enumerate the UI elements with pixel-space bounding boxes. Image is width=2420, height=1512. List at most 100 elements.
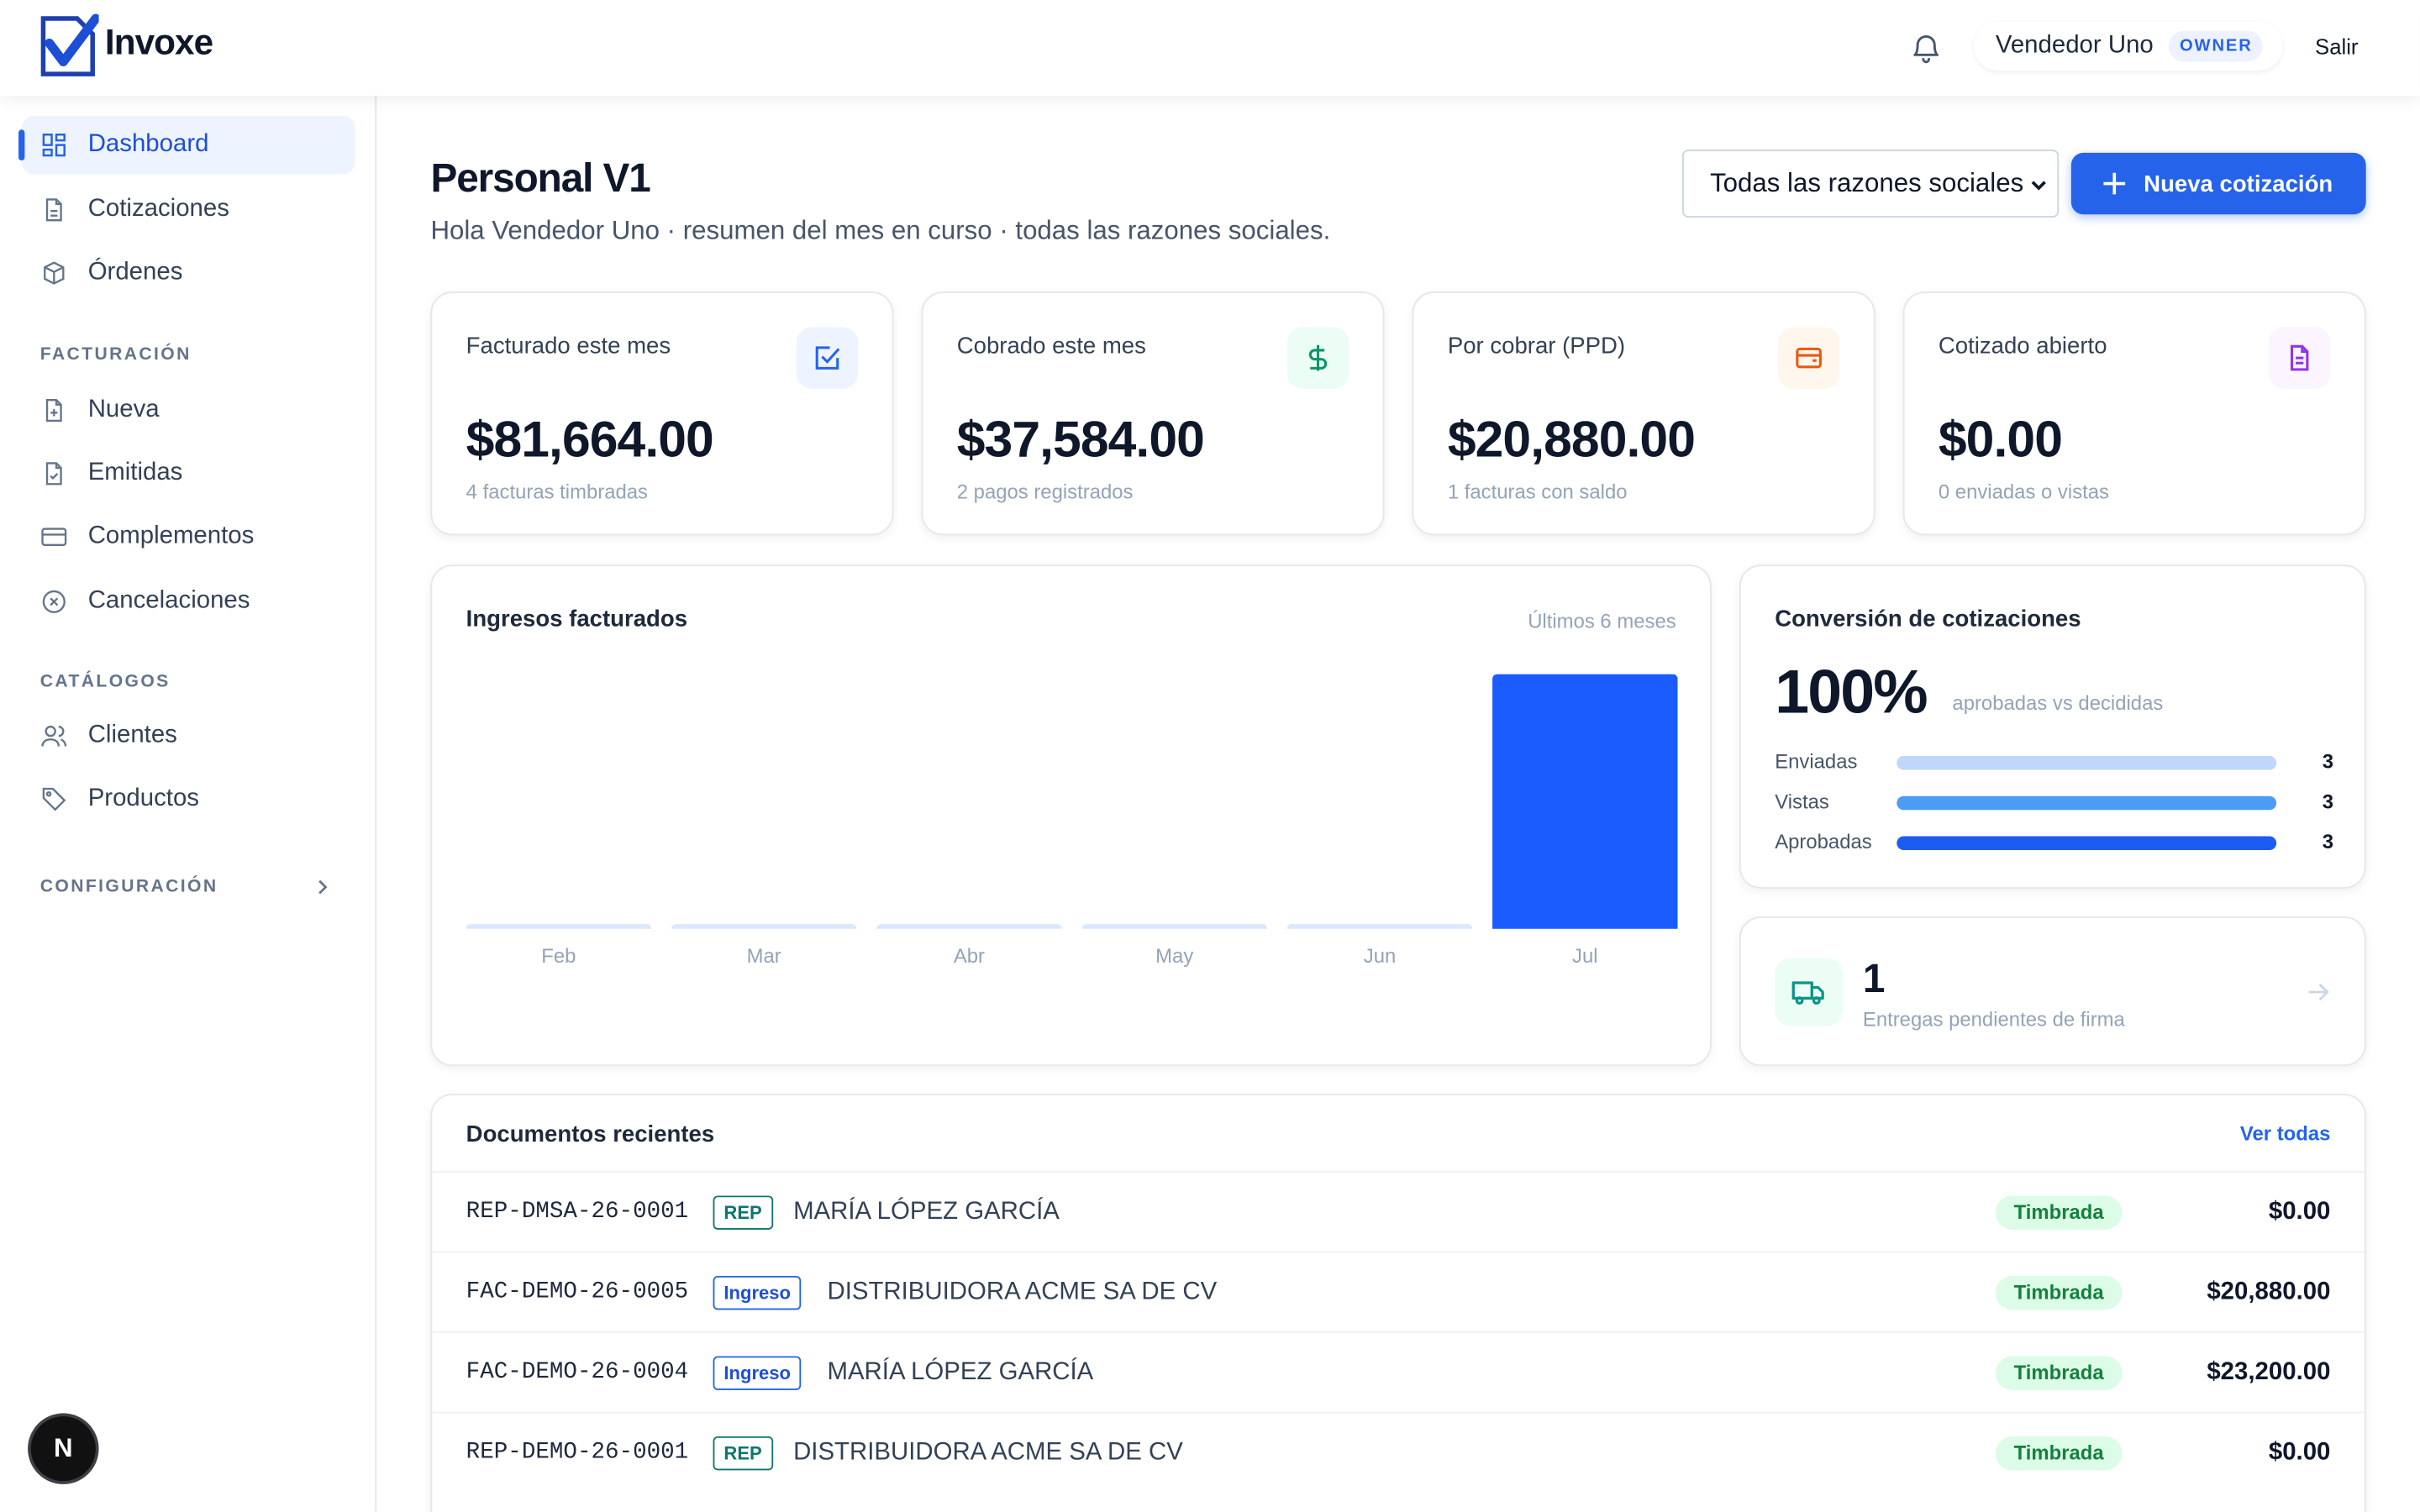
revenue-period: Últimos 6 meses: [1528, 609, 1676, 633]
logo-icon[interactable]: [37, 13, 99, 81]
sidebar: Dashboard Cotizaciones Órdenes FACTURACI…: [0, 95, 377, 1512]
conversion-track: [1897, 755, 2277, 770]
document-client: MARÍA LÓPEZ GARCÍA: [827, 1358, 1094, 1385]
chevron-down-icon: [2031, 181, 2046, 191]
document-folio[interactable]: REP-DEMO-26-0001: [466, 1439, 689, 1466]
sidebar-item-label: Cancelaciones: [87, 587, 250, 615]
sidebar-item-label: Nueva: [87, 396, 160, 423]
x-tick-label: Feb: [541, 944, 576, 968]
view-all-link[interactable]: Ver todas: [2239, 1121, 2331, 1145]
brand-name: Invoxe: [104, 21, 213, 62]
sidebar-item-label: Productos: [87, 785, 200, 812]
sidebar-item-cancelaciones[interactable]: Cancelaciones: [22, 572, 355, 631]
table-row[interactable]: REP-DEMO-26-0001 REP DISTRIBUIDORA ACME SA…: [432, 1411, 2365, 1493]
conversion-row-label: Aprobadas: [1775, 830, 1872, 853]
x-tick-label: May: [1155, 944, 1194, 968]
kpi-card-cotizado[interactable]: Cotizado abierto $0.00 0 enviadas o vist…: [1902, 291, 2366, 536]
sidebar-item-emitidas[interactable]: Emitidas: [22, 444, 355, 503]
sidebar-item-dashboard[interactable]: Dashboard: [18, 115, 355, 175]
user-menu[interactable]: Vendedor Uno OWNER: [1974, 21, 2283, 71]
wallet-icon: [1777, 327, 1840, 389]
bar-abr[interactable]: [876, 924, 1062, 929]
bar-may[interactable]: [1081, 924, 1267, 929]
recent-documents-card: Documentos recientes Ver todas REP-DMSA-…: [430, 1094, 2366, 1512]
bar-mar[interactable]: [671, 924, 857, 929]
document-folio[interactable]: REP-DMSA-26-0001: [466, 1199, 689, 1226]
conversion-title: Conversión de cotizaciones: [1775, 606, 2081, 633]
document-type-badge: REP: [713, 1436, 773, 1470]
new-quote-button[interactable]: Nueva cotización: [2070, 152, 2366, 215]
arrow-right-icon[interactable]: [2306, 979, 2330, 1004]
conversion-card: Conversión de cotizaciones 100% aprobada…: [1739, 564, 2366, 889]
kpi-label: Por cobrar (PPD): [1447, 333, 1626, 360]
kpi-label: Facturado este mes: [466, 333, 671, 360]
sidebar-item-label: Cotizaciones: [87, 196, 229, 223]
file-plus-icon: [45, 398, 62, 423]
deliveries-card[interactable]: 1 Entregas pendientes de firma: [1739, 916, 2366, 1067]
document-amount: $20,880.00: [2207, 1278, 2331, 1305]
deliveries-label: Entregas pendientes de firma: [1862, 1007, 2125, 1031]
section-configuracion[interactable]: CONFIGURACIÓN: [39, 878, 218, 897]
sidebar-item-clientes[interactable]: Clientes: [22, 706, 355, 765]
sidebar-item-cotizaciones[interactable]: Cotizaciones: [22, 181, 355, 239]
document-icon: [45, 198, 62, 222]
table-row[interactable]: REP-DMSA-26-0001 REP MARÍA LÓPEZ GARCÍA Tim…: [432, 1171, 2365, 1252]
revenue-chart-card: Ingresos facturados Últimos 6 meses Feb M…: [430, 564, 1712, 1067]
kpi-value: $81,664.00: [466, 410, 714, 468]
status-badge: Timbrada: [1995, 1275, 2123, 1310]
conversion-fill: [1897, 795, 2277, 811]
conversion-row-value: 3: [2322, 790, 2334, 813]
document-type-badge: Ingreso: [713, 1355, 802, 1389]
kpi-subtext: 1 facturas con saldo: [1447, 480, 1628, 503]
logout-button[interactable]: Salir: [2315, 34, 2359, 59]
kpi-card-cobrado[interactable]: Cobrado este mes $37,584.00 2 pagos regi…: [921, 291, 1385, 536]
razon-social-select[interactable]: Todas las razones sociales: [1682, 150, 2060, 218]
bar-feb[interactable]: [466, 924, 652, 929]
document-type-badge: Ingreso: [713, 1275, 802, 1310]
file-check-icon: [45, 462, 62, 486]
conversion-fill: [1897, 755, 2277, 770]
document-folio[interactable]: FAC-DEMO-26-0004: [466, 1359, 689, 1386]
kpi-value: $37,584.00: [956, 410, 1205, 468]
sidebar-item-complementos[interactable]: Complementos: [22, 507, 355, 566]
x-circle-icon: [42, 590, 66, 613]
status-badge: Timbrada: [1995, 1436, 2123, 1470]
chevron-right-icon[interactable]: [313, 878, 332, 896]
dev-tools-button[interactable]: N: [30, 1416, 96, 1482]
users-icon: [41, 725, 67, 747]
documents-title: Documentos recientes: [466, 1121, 715, 1148]
bar-jun[interactable]: [1286, 924, 1473, 929]
table-row[interactable]: FAC-DEMO-26-0004 Ingreso MARÍA LÓPEZ GARCÍ…: [432, 1331, 2365, 1412]
status-badge: Timbrada: [1995, 1355, 2123, 1389]
dashboard-icon: [42, 134, 66, 157]
truck-icon: [1775, 958, 1844, 1026]
conversion-row-value: 3: [2322, 830, 2334, 853]
document-folio[interactable]: FAC-DEMO-26-0005: [466, 1278, 689, 1305]
kpi-value: $20,880.00: [1447, 410, 1696, 468]
check-square-icon: [796, 327, 859, 389]
plus-icon: [2103, 172, 2126, 195]
table-row[interactable]: FAC-DEMO-26-0005 Ingreso DISTRIBUIDORA ACM…: [432, 1251, 2365, 1332]
kpi-card-facturado[interactable]: Facturado este mes $81,664.00 4 facturas…: [430, 291, 894, 536]
bell-icon[interactable]: [1909, 31, 1943, 65]
box-icon: [44, 261, 65, 285]
sidebar-item-productos[interactable]: Productos: [22, 770, 355, 829]
sidebar-item-ordenes[interactable]: Órdenes: [22, 244, 355, 302]
conversion-caption: aprobadas vs decididas: [1952, 690, 2164, 715]
new-quote-label: Nueva cotización: [2144, 170, 2333, 197]
conversion-row: Vistas 3: [1775, 787, 2333, 818]
conversion-row-label: Enviadas: [1775, 749, 1858, 774]
bar-jul[interactable]: [1492, 674, 1678, 929]
role-badge: OWNER: [2169, 30, 2264, 62]
document-client: DISTRIBUIDORA ACME SA DE CV: [827, 1278, 1218, 1305]
document-amount: $0.00: [2268, 1198, 2331, 1225]
conversion-row: Aprobadas 3: [1775, 827, 2333, 858]
x-tick-label: Jun: [1363, 944, 1397, 968]
conversion-percent: 100%: [1775, 659, 1928, 727]
sidebar-item-nueva[interactable]: Nueva: [22, 381, 355, 440]
kpi-value: $0.00: [1938, 410, 2063, 468]
x-tick-label: Abr: [953, 944, 986, 968]
sidebar-item-label: Clientes: [87, 722, 177, 748]
kpi-card-por-cobrar[interactable]: Por cobrar (PPD) $20,880.00 1 facturas c…: [1412, 291, 1876, 536]
kpi-label: Cobrado este mes: [956, 333, 1146, 360]
